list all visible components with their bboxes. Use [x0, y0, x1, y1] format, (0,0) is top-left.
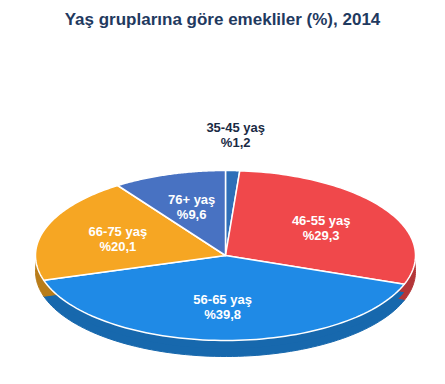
svg-text:66-75 yaş%20,1: 66-75 yaş%20,1 [89, 224, 148, 254]
svg-text:35-45 yaş%1,2: 35-45 yaş%1,2 [206, 120, 265, 150]
svg-text:76+ yaş%9,6: 76+ yaş%9,6 [168, 192, 215, 222]
html-text:Yaş gruplarına göre emekliler: Yaş gruplarına göre emekliler (%), 2014 [64, 10, 381, 29]
svg-text:56-65 yaş%39,8: 56-65 yaş%39,8 [193, 292, 252, 322]
svg-text:46-55 yaş%29,3: 46-55 yaş%29,3 [292, 213, 351, 243]
